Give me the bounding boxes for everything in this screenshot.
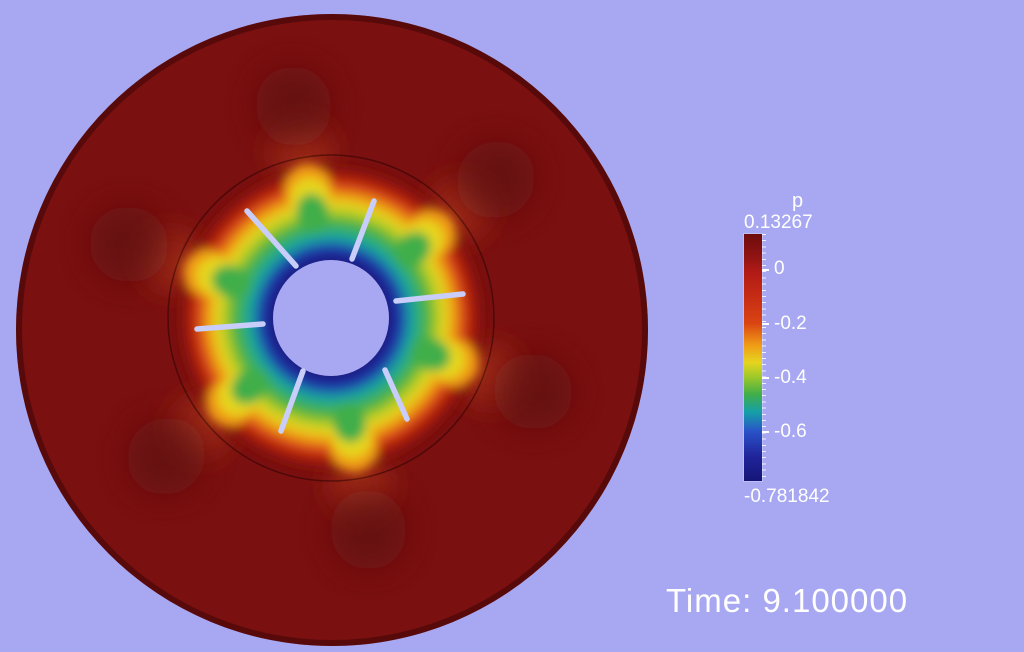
colorbar-tick-label: -0.6 bbox=[774, 421, 807, 442]
colorbar[interactable]: p 0.13267 0 -0.2 -0.4 -0.6 -0.781842 bbox=[744, 190, 884, 508]
colorbar-title: p bbox=[792, 190, 804, 212]
impeller-blade bbox=[393, 291, 466, 304]
center-hub-hole bbox=[273, 260, 389, 376]
pressure-lobe bbox=[329, 402, 378, 472]
time-display: Time: 9.100000 bbox=[666, 582, 909, 619]
colorbar-min-label: -0.781842 bbox=[744, 486, 830, 507]
colorbar-tick-mark bbox=[762, 431, 769, 433]
pressure-lobe bbox=[411, 337, 479, 387]
impeller-blade bbox=[278, 368, 306, 434]
colorbar-minor-ticks bbox=[762, 234, 766, 481]
pressure-lobe bbox=[206, 368, 269, 427]
impeller-blade bbox=[382, 367, 410, 422]
impeller-blade bbox=[244, 208, 299, 269]
pressure-lobe bbox=[183, 249, 251, 299]
impeller-blade bbox=[349, 198, 377, 262]
dark-pressure-lobes bbox=[89, 66, 573, 570]
colorbar-max-label: 0.13267 bbox=[744, 212, 813, 233]
colorbar-tick-label: -0.4 bbox=[774, 367, 807, 388]
pressure-lobe bbox=[284, 164, 333, 234]
colorbar-tick-label: 0 bbox=[774, 258, 785, 279]
colorbar-bar-area: 0 -0.2 -0.4 -0.6 bbox=[744, 234, 884, 481]
impeller-blade bbox=[194, 321, 266, 332]
colorbar-tick-mark bbox=[762, 323, 769, 325]
colorbar-tick-label: -0.2 bbox=[774, 313, 807, 334]
colorbar-tick-mark bbox=[762, 377, 769, 379]
impeller-blades bbox=[194, 198, 466, 434]
colorbar-gradient bbox=[744, 234, 762, 481]
stator-circle-outline bbox=[167, 154, 495, 482]
colorbar-tick-mark bbox=[762, 269, 769, 271]
outer-rim-shadow bbox=[16, 14, 648, 646]
pressure-lobe bbox=[393, 209, 456, 268]
